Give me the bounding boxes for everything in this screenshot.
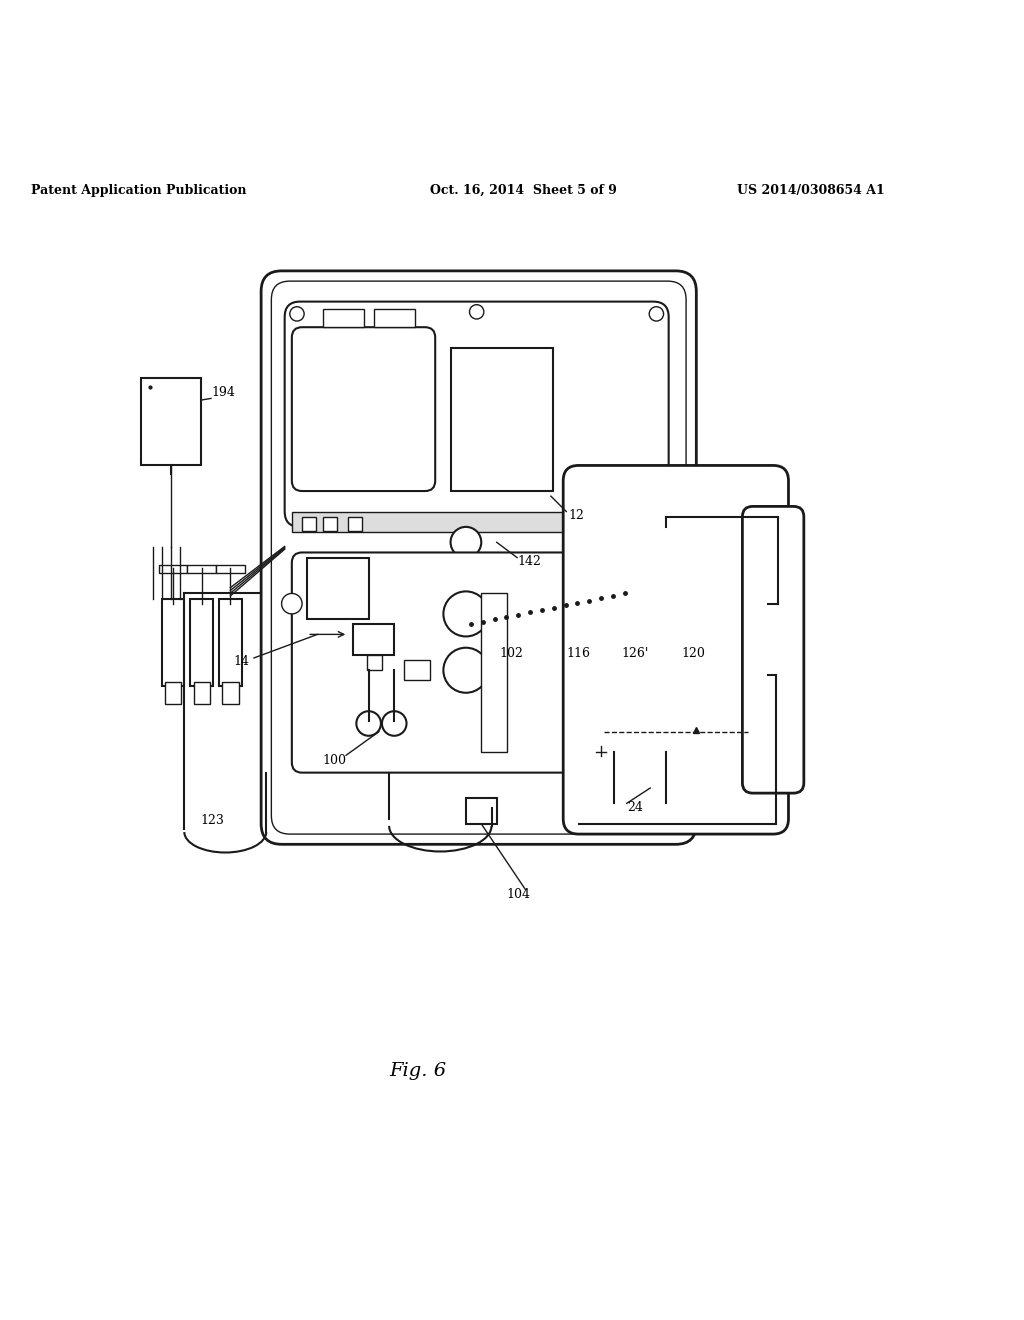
Text: 123: 123 [201,814,224,826]
Text: 12: 12 [568,508,585,521]
Bar [141,379,201,466]
Circle shape [451,527,481,557]
Bar [466,799,497,824]
Circle shape [609,783,630,804]
Circle shape [443,591,488,636]
Text: Fig. 6: Fig. 6 [389,1061,446,1080]
Bar [292,512,645,532]
FancyBboxPatch shape [261,271,696,845]
Text: 120: 120 [681,647,705,660]
FancyBboxPatch shape [271,281,686,834]
Bar [190,598,213,685]
Bar [187,565,216,573]
Text: US 2014/0308654 A1: US 2014/0308654 A1 [737,183,885,197]
Bar [165,681,181,704]
Bar [222,681,239,704]
Circle shape [469,305,484,319]
Text: 104: 104 [507,887,530,900]
Text: Patent Application Publication: Patent Application Publication [31,183,246,197]
Bar [159,565,187,573]
Bar [604,671,748,772]
Circle shape [382,711,407,735]
FancyBboxPatch shape [579,516,768,824]
Text: 102: 102 [500,647,523,660]
Bar [348,516,362,531]
Bar [307,557,369,619]
Circle shape [356,711,381,735]
Circle shape [649,306,664,321]
Bar [216,565,245,573]
Bar [451,347,553,491]
Bar [323,309,364,327]
Bar [219,598,242,685]
Bar [194,681,210,704]
Text: Oct. 16, 2014  Sheet 5 of 9: Oct. 16, 2014 Sheet 5 of 9 [430,183,616,197]
Text: 24: 24 [627,800,643,813]
Bar [599,752,609,777]
Circle shape [443,648,488,693]
Text: 116: 116 [566,647,590,660]
FancyBboxPatch shape [742,507,804,793]
Bar [481,594,507,752]
Bar [302,516,316,531]
Circle shape [290,306,304,321]
Text: 194: 194 [211,385,234,399]
FancyBboxPatch shape [563,466,788,834]
Bar [374,309,415,327]
Text: 14: 14 [233,655,250,668]
Text: 142: 142 [517,554,541,568]
FancyBboxPatch shape [285,301,669,527]
Bar [367,655,382,671]
Bar [162,598,184,685]
Circle shape [755,585,771,602]
Bar [353,624,394,655]
Text: 126': 126' [622,647,649,660]
Bar [323,516,337,531]
FancyBboxPatch shape [292,553,640,772]
Bar [404,660,430,681]
FancyBboxPatch shape [292,327,435,491]
Circle shape [282,594,302,614]
Text: 100: 100 [323,755,346,767]
